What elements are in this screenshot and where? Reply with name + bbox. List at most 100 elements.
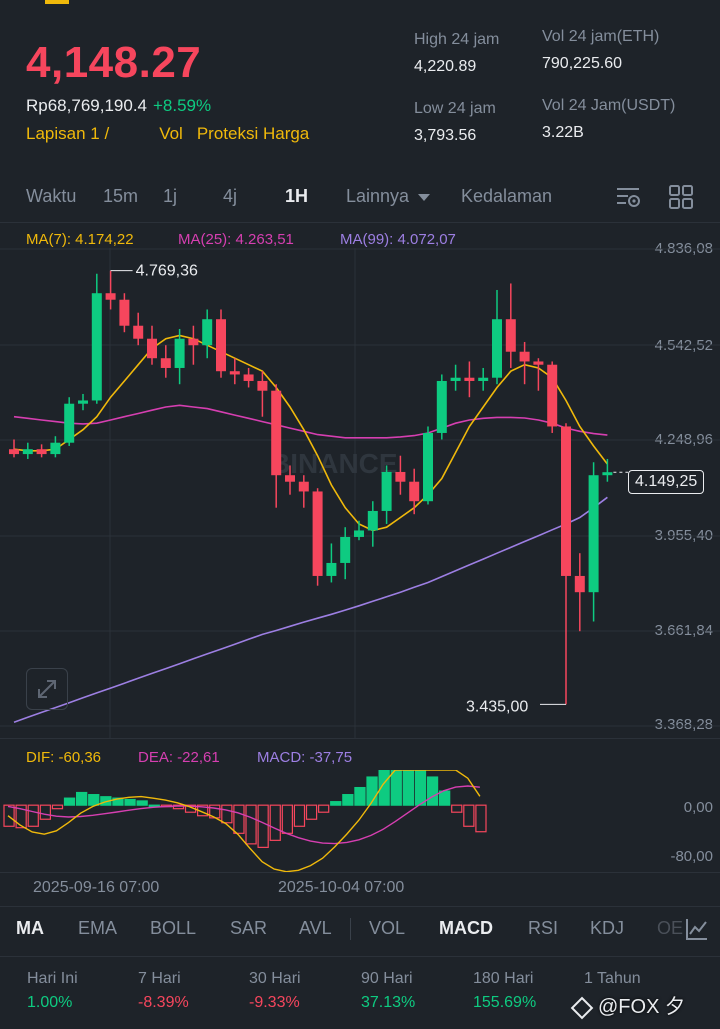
candle-body [216,319,226,372]
macd-chart[interactable] [0,770,620,872]
candle-body [492,319,502,378]
ind-obv[interactable]: OE [657,918,684,938]
perf-label: 7 Hari [138,970,181,987]
candle-body [354,530,364,537]
ind-vol[interactable]: VOL [369,918,406,938]
price-change: +8.59% [153,96,212,115]
candle-body [271,390,282,476]
macd-bar [172,804,185,810]
macd-bar [451,804,463,813]
candle-body [78,400,88,404]
ind-kdj[interactable]: KDJ [590,918,625,938]
macd-bar [245,804,257,845]
candle-body [312,491,323,576]
macd-axis-label: 0,00 [683,799,713,816]
macd-bar [269,804,281,841]
candle-body [588,475,599,593]
divider [0,906,720,907]
macd-bar [257,804,269,848]
high-marker-label: 4.769,36 [136,263,198,280]
candle-body [243,374,254,381]
tf-1j[interactable]: 1j [163,186,178,206]
dea-legend: DEA: -22,61 [138,749,220,766]
macd-bar [414,770,427,806]
tf-1h[interactable]: 1H [285,186,309,206]
tf-15m[interactable]: 15m [103,186,139,206]
grid-layout-icon[interactable] [668,184,694,210]
low-24h-value: 3,793.56 [414,127,477,144]
active-tab-indicator [45,0,69,4]
macd-bar [330,801,342,806]
macd-bar [15,804,27,829]
high-24h-value: 4,220.89 [414,58,477,75]
candle-body [505,319,516,352]
tf-lainnya[interactable]: Lainnya [346,186,431,207]
perf-label: 180 Hari [473,970,534,987]
candlestick-chart[interactable]: BINANCE 4.769,36 3.435,00 [0,248,720,738]
candle-body [9,449,19,455]
ma7-legend: MA(7): 4.174,22 [26,231,134,248]
macd-bar [342,794,354,806]
indicator-settings-icon[interactable] [684,916,710,942]
candle-body [478,377,489,381]
link-proteksi-harga[interactable]: Proteksi Harga [196,124,310,143]
ind-ema[interactable]: EMA [78,918,118,938]
candle-body [119,299,130,326]
diamond-logo-icon [570,996,594,1020]
candle-body [160,358,171,368]
ind-ma[interactable]: MA [16,918,44,938]
candle-body [519,351,530,362]
overlay-credit: @FOX 夕 [570,990,685,1020]
perf-value: -9.33% [249,994,300,1011]
ma7-line [13,334,609,532]
indicator-divider [350,918,351,940]
caret-down-icon [418,193,431,201]
perf-value: 155.69% [473,994,537,1011]
low-24h-label: Low 24 jam [414,100,496,117]
ind-boll[interactable]: BOLL [150,918,197,938]
ind-macd[interactable]: MACD [439,918,493,938]
ma99-line [13,496,608,723]
candle-body [147,338,157,359]
macd-bar [402,770,414,806]
macd-bar [3,804,15,827]
candle-body [174,338,185,368]
perf-label: 30 Hari [249,970,301,987]
tf-kedalaman[interactable]: Kedalaman [461,186,553,206]
ind-rsi[interactable]: RSI [528,918,559,938]
candle-body [367,510,378,531]
candle-body [602,472,613,476]
macd-bar [305,804,318,820]
tf-waktu[interactable]: Waktu [26,186,77,206]
ind-avl[interactable]: AVL [299,918,332,938]
candle-body [561,426,571,576]
link-lapisan[interactable]: Lapisan 1 / [26,124,110,143]
tf-lainnya-label: Lainnya [346,186,410,206]
last-price: 4,148.27 [26,38,202,87]
macd-bar [293,804,306,827]
macd-bar [475,804,487,833]
candle-body [381,471,392,511]
macd-bar [124,798,136,806]
vol-usdt-value: 3.22B [542,124,584,141]
link-vol[interactable]: Vol [159,124,183,143]
macd-bar [463,804,475,827]
vol-usdt-label: Vol 24 Jam(USDT) [542,97,676,114]
candle-body [64,403,75,443]
expand-chart-button[interactable] [26,668,68,710]
tf-4j[interactable]: 4j [223,186,238,206]
ma99-legend: MA(99): 4.072,07 [340,231,456,248]
vol-eth-label: Vol 24 jam(ETH) [542,28,660,45]
time-axis-label: 2025-10-04 07:00 [278,879,405,896]
chart-settings-icon[interactable] [614,184,642,210]
perf-value: 37.13% [361,994,416,1011]
time-axis-label: 2025-09-16 07:00 [33,879,160,896]
macd-bar [439,790,451,806]
perf-label: 1 Tahun [584,970,641,987]
candle-body [436,380,447,433]
divider [0,872,720,873]
ind-sar[interactable]: SAR [230,918,268,938]
candle-body [423,432,433,502]
overlay-credit-text: @FOX 夕 [598,996,685,1018]
ma25-line [13,404,608,439]
